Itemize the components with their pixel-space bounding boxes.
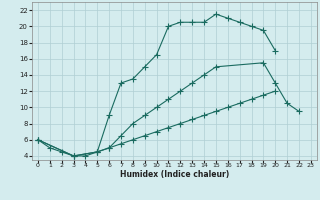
X-axis label: Humidex (Indice chaleur): Humidex (Indice chaleur) <box>120 170 229 179</box>
